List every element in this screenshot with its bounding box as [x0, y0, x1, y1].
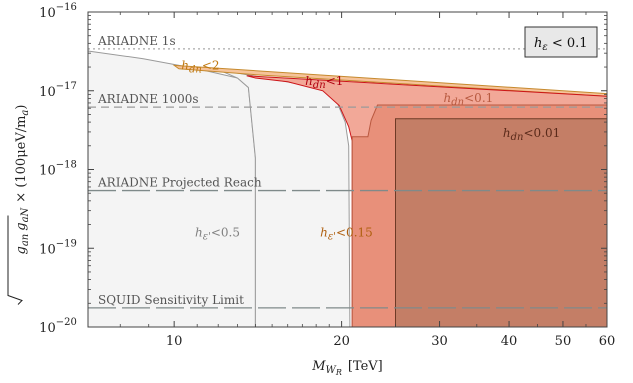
- svg-text:gangaN× (100μeV/ma): gangaN× (100μeV/ma): [14, 105, 31, 255]
- y-tick-label-3: 10−17: [39, 81, 77, 100]
- y-tick-label-0: 10−20: [39, 317, 77, 336]
- reference-line-label-0: ARIADNE 1s: [97, 34, 176, 48]
- region-label-1: hε'<0.15: [320, 226, 373, 243]
- reference-lines-layer: [88, 48, 607, 309]
- region-label-0: hε'<0.5: [195, 226, 240, 243]
- y-tick-label-2: 10−18: [39, 160, 77, 179]
- region-label-4: hdn<0.1: [444, 91, 494, 108]
- legend-box: hε < 0.1: [524, 26, 598, 58]
- region-label-3: hdn<1: [305, 74, 343, 91]
- reference-line-label-3: SQUID Sensitivity Limit: [98, 293, 244, 307]
- legend-label: hε < 0.1: [534, 36, 588, 53]
- reference-line-label-2: ARIADNE Projected Reach: [97, 176, 262, 190]
- ticks-layer: 10 20 30 40 50 60 10−20 10−19 10−18 10−17 10−16: [39, 2, 615, 349]
- region-2: [172, 64, 607, 97]
- y-tick-label-4: 10−16: [39, 2, 77, 21]
- x-tick-label-0: 10: [166, 334, 183, 349]
- y-axis-label: gangaN× (100μeV/ma): [7, 105, 31, 305]
- regions-layer: [88, 50, 607, 327]
- x-tick-label-2: 30: [431, 334, 448, 349]
- x-tick-label-4: 50: [555, 334, 572, 349]
- region-label-2: hdn<2: [181, 59, 219, 76]
- region-label-5: hdn<0.01: [503, 126, 560, 143]
- annotations-layer: hε'<0.5 hε'<0.15 hdn<2 hdn<1 hdn<0.1 hdn<0.01…: [97, 34, 560, 307]
- region-5: [395, 118, 607, 327]
- x-tick-label-1: 20: [333, 334, 350, 349]
- y-tick-label-1: 10−19: [39, 238, 77, 257]
- x-axis-label: MWR [TeV]: [311, 359, 383, 377]
- x-tick-label-5: 60: [599, 334, 616, 349]
- x-tick-label-3: 40: [501, 334, 518, 349]
- reference-line-label-1: ARIADNE 1000s: [97, 92, 199, 106]
